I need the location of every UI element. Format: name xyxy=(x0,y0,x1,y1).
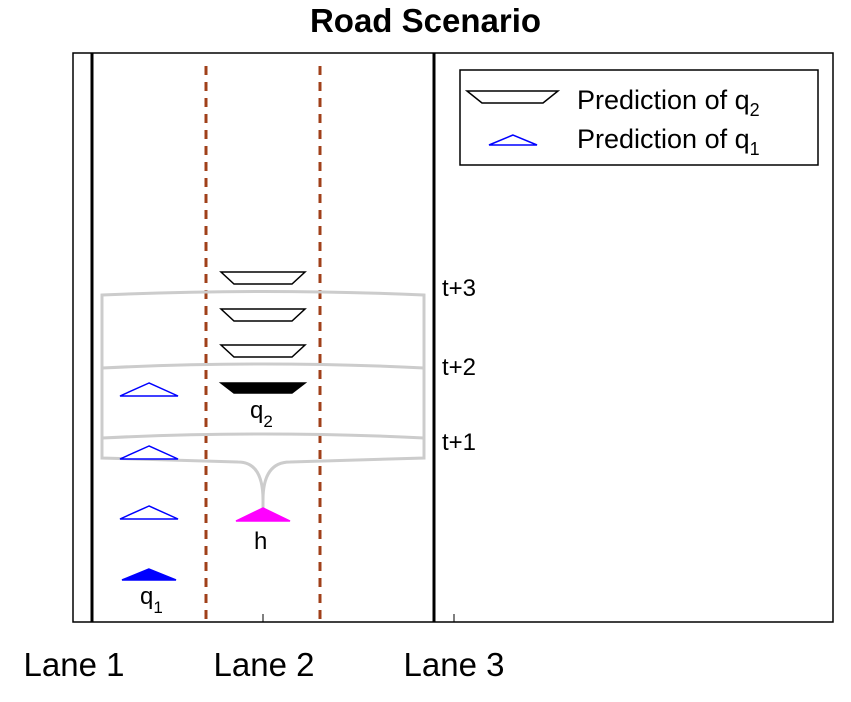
time-label-t2: t+2 xyxy=(442,354,476,381)
legend-q2-icon xyxy=(464,90,561,104)
legend-q2-label: Prediction of q2 xyxy=(577,85,760,120)
q1-prediction-t2 xyxy=(119,382,179,397)
q2-prediction-t3 xyxy=(219,271,307,285)
q2-prediction-t2b xyxy=(219,308,307,322)
prediction-tree xyxy=(100,290,426,508)
time-label-t1: t+1 xyxy=(442,429,476,456)
q2-vehicle-icon xyxy=(218,382,308,394)
tree-level-t2 xyxy=(101,362,425,370)
h-vehicle-icon xyxy=(235,507,291,522)
legend: Prediction of q2 Prediction of q1 xyxy=(459,69,819,166)
tree-level-t1 xyxy=(101,432,425,440)
q2-prediction-t1b xyxy=(219,344,307,358)
q1-vehicle-icon xyxy=(121,568,177,581)
plot-frame xyxy=(72,52,834,623)
tree-outline xyxy=(100,290,426,508)
time-label-t3: t+3 xyxy=(442,275,476,302)
legend-q1-icon xyxy=(488,134,538,146)
chart-title: Road Scenario xyxy=(309,2,542,39)
x-label-lane-1: Lane 1 xyxy=(24,646,125,683)
q1-prediction-t1 xyxy=(119,445,179,460)
x-label-lane-2: Lane 2 xyxy=(214,646,315,683)
q2-label: q2 xyxy=(250,397,273,431)
x-label-lane-3: Lane 3 xyxy=(404,646,505,683)
q1-prediction-t0 xyxy=(119,505,179,520)
legend-box xyxy=(459,69,819,166)
h-label: h xyxy=(254,528,267,555)
q1-label: q1 xyxy=(140,583,163,617)
legend-q1-label: Prediction of q1 xyxy=(577,124,760,159)
